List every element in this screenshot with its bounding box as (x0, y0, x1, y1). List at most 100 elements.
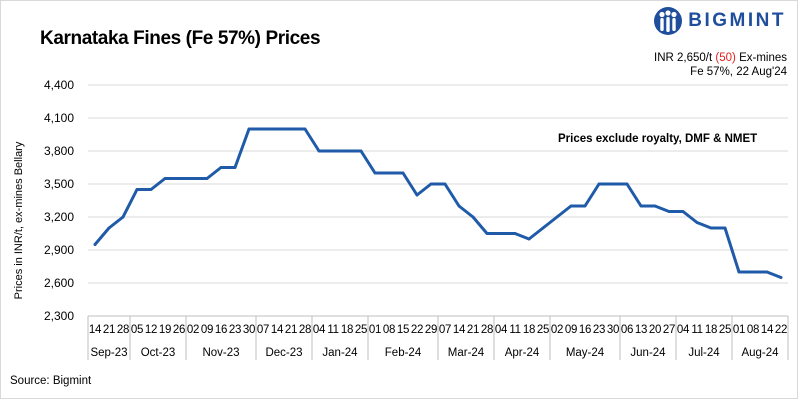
x-month-label: Dec-23 (265, 347, 302, 359)
data-point (709, 226, 713, 230)
data-point (205, 177, 209, 180)
data-point (135, 188, 139, 191)
x-tick-label: 28 (481, 324, 493, 336)
x-tick-label: 12 (145, 324, 157, 336)
data-point (737, 270, 741, 274)
data-point (485, 232, 489, 235)
x-tick-label: 04 (313, 324, 326, 336)
x-month-label: May-24 (566, 347, 605, 359)
x-tick-label: 25 (355, 324, 367, 336)
y-tick-label: 4,100 (44, 111, 74, 125)
x-tick-label: 23 (593, 324, 605, 336)
y-tick-label: 3,800 (44, 144, 74, 158)
data-point (779, 276, 783, 279)
data-point (471, 215, 475, 219)
data-point (513, 232, 517, 235)
x-tick-label: 14 (761, 324, 774, 336)
y-tick-label: 4,400 (44, 78, 74, 92)
x-tick-label: 01 (369, 324, 381, 336)
x-tick-label: 22 (775, 324, 787, 336)
x-tick-label: 04 (677, 324, 690, 336)
chart-annotation: Prices exclude royalty, DMF & NMET (558, 133, 757, 145)
x-month-label: Jan-24 (322, 347, 358, 359)
y-tick-label: 2,300 (44, 309, 74, 323)
y-axis-ticks: 2,300 2,600 2,900 3,200 3,500 3,800 4,100 4,400 (44, 78, 74, 323)
data-point (401, 171, 405, 175)
data-point (359, 149, 363, 153)
data-point (429, 182, 433, 186)
data-point (247, 127, 251, 131)
x-tick-label: 27 (663, 324, 675, 336)
data-point (625, 182, 629, 186)
data-point (163, 177, 167, 180)
data-point (373, 171, 377, 175)
data-point (443, 182, 447, 186)
x-month-label: Sep-23 (90, 347, 127, 359)
x-tick-label: 30 (607, 324, 619, 336)
x-tick-label: 09 (565, 324, 577, 336)
x-tick-label: 25 (719, 324, 731, 336)
data-point (317, 149, 321, 153)
data-point (177, 177, 181, 180)
y-tick-label: 3,500 (44, 177, 74, 191)
data-point (583, 204, 587, 208)
x-tick-label: 14 (271, 324, 284, 336)
data-point (695, 221, 699, 224)
x-month-label: Mar-24 (448, 347, 485, 359)
data-point (723, 226, 727, 230)
x-tick-label: 21 (103, 324, 115, 336)
y-tick-label: 2,600 (44, 276, 74, 290)
data-point (457, 204, 461, 208)
data-point (331, 149, 335, 153)
data-point (751, 270, 755, 274)
data-point (527, 237, 531, 241)
data-point (499, 232, 503, 235)
x-tick-label: 18 (341, 324, 353, 336)
data-point (639, 204, 643, 208)
price-value: INR 2,650/t (654, 52, 713, 64)
x-month-label: Apr-24 (505, 347, 540, 359)
y-tick-label: 2,900 (44, 243, 74, 257)
data-point (233, 166, 237, 169)
series-line (93, 127, 783, 279)
x-month-label: Aug-24 (741, 347, 779, 359)
price-note-line1: INR 2,650/t (50) Ex-mines (654, 51, 787, 65)
x-tick-label: 14 (89, 324, 102, 336)
x-tick-label: 15 (397, 324, 409, 336)
x-tick-label: 08 (383, 324, 395, 336)
data-point (569, 204, 573, 208)
x-tick-label: 13 (635, 324, 647, 336)
data-point (653, 204, 657, 208)
x-tick-label: 05 (131, 324, 143, 336)
x-tick-label: 04 (495, 324, 508, 336)
price-basis: Ex-mines (739, 52, 787, 64)
y-axis-label: Prices in INR/t, ex-mines Bellary (13, 141, 25, 299)
bigmint-logo: BIGMINT (653, 6, 786, 36)
data-point (121, 215, 125, 219)
x-axis: 14 21 28 05 12 19 26 02 09 16 23 30 07 14 21 28 04 11 18 25… (87, 315, 789, 360)
data-point (191, 177, 195, 180)
x-tick-label: 11 (327, 324, 338, 336)
x-tick-label: 30 (243, 324, 255, 336)
x-tick-label: 29 (425, 324, 437, 336)
chart-title: Karnataka Fines (Fe 57%) Prices (40, 28, 321, 49)
x-month-label: Feb-24 (385, 347, 422, 359)
data-point (541, 226, 545, 230)
x-tick-label: 09 (201, 324, 213, 336)
data-point (667, 210, 671, 213)
source-note: Source: Bigmint (10, 375, 92, 387)
y-tick-label: 3,200 (44, 210, 74, 224)
bigmint-logo-icon (654, 7, 683, 35)
price-change: (50) (715, 52, 736, 64)
x-tick-label: 07 (257, 324, 269, 336)
series-layer (93, 127, 783, 279)
x-month-label: Jun-24 (630, 347, 666, 359)
x-tick-label: 26 (173, 324, 185, 336)
data-point (597, 182, 601, 186)
logo-wordmark: BIGMINT (688, 10, 786, 31)
price-note-line2: Fe 57%, 22 Aug'24 (690, 66, 787, 78)
gridlines (88, 84, 788, 317)
x-tick-label: 01 (733, 324, 745, 336)
x-month-label: Oct-23 (141, 347, 176, 359)
